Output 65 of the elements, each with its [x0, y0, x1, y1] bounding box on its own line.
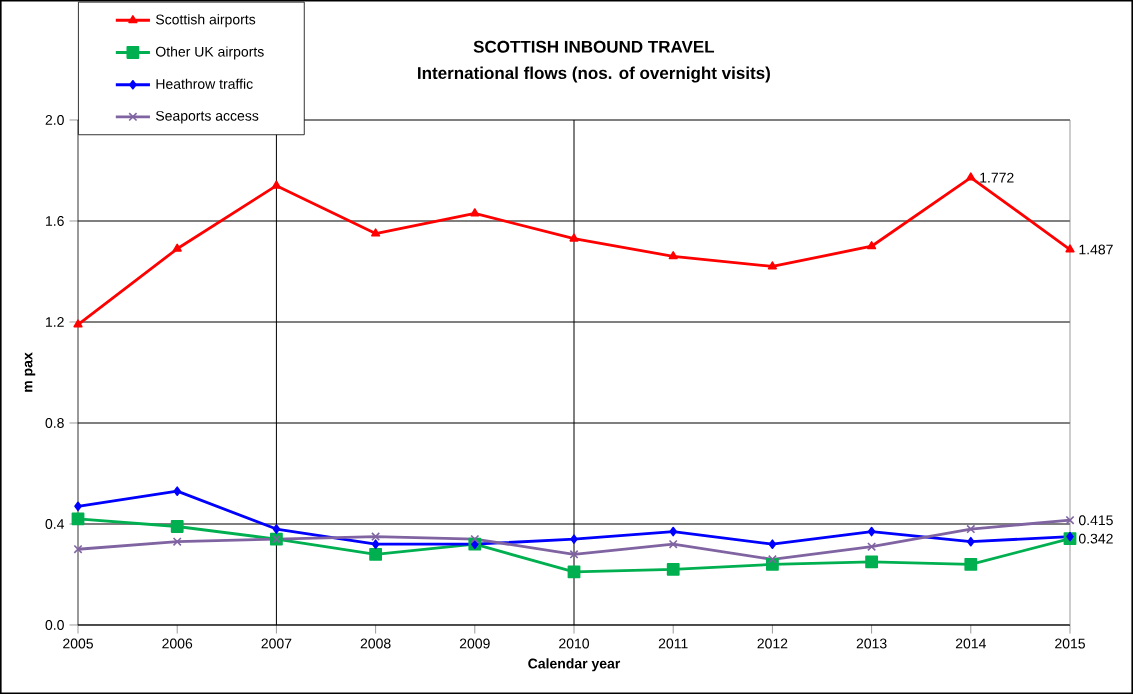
x-tick-label: 2006	[162, 638, 193, 649]
x-tick-label: 2008	[360, 638, 391, 649]
data-label: 1.487	[1079, 244, 1113, 255]
y-tick-label: 0.0	[45, 620, 64, 630]
chart-subtitle: International flows (nos. of overnight visits)	[418, 66, 770, 83]
y-tick-label: 0.8	[45, 418, 64, 428]
x-tick-label: 2013	[856, 638, 887, 649]
point	[371, 532, 381, 542]
point	[470, 534, 480, 544]
y-tick-label: 1.6	[46, 216, 64, 226]
point	[666, 563, 680, 576]
y-tick-label: 1.2	[46, 317, 64, 327]
point	[669, 526, 678, 537]
y-tick-label: 2.0	[45, 115, 64, 125]
legend-label: Heathrow traffic	[156, 78, 253, 89]
point	[173, 486, 181, 496]
point	[272, 524, 281, 534]
point	[1065, 515, 1075, 525]
x-tick-label: 2010	[559, 638, 590, 649]
point	[73, 319, 83, 328]
point	[767, 554, 777, 564]
point	[967, 536, 975, 547]
legend-label: Seaports access	[155, 110, 259, 124]
point	[569, 233, 579, 242]
point	[570, 534, 578, 544]
point	[1065, 244, 1075, 253]
y-tick-label: 0.4	[45, 519, 65, 529]
point	[668, 539, 678, 549]
x-tick-label: 2005	[63, 638, 93, 649]
data-label: 0.342	[1078, 533, 1113, 544]
point	[369, 547, 383, 561]
point	[569, 549, 579, 559]
point	[170, 520, 184, 533]
chart-title: SCOTTISH INBOUND TRAVEL	[473, 40, 715, 53]
data-label: 1.772	[980, 172, 1014, 183]
point	[767, 261, 778, 270]
point	[470, 208, 480, 217]
point	[867, 542, 877, 552]
x-tick-label: 2009	[459, 638, 490, 649]
y-axis-title: m pax	[24, 352, 36, 392]
legend-label: Scottish airports	[155, 14, 256, 28]
point	[865, 555, 879, 569]
point	[74, 501, 82, 512]
point	[867, 526, 876, 537]
point	[371, 539, 380, 549]
point	[768, 539, 777, 549]
x-tick-label: 2014	[955, 638, 986, 649]
data-label: 0.415	[1078, 515, 1113, 526]
point	[668, 251, 678, 260]
x-axis-title: Calendar year	[528, 658, 621, 672]
x-tick-label: 2015	[1055, 638, 1085, 649]
point	[271, 180, 282, 189]
point	[371, 228, 381, 237]
x-tick-label: 2012	[757, 638, 788, 649]
point	[172, 243, 182, 252]
point	[964, 557, 978, 571]
point	[867, 241, 877, 250]
point	[966, 172, 976, 181]
x-tick-label: 2011	[658, 638, 688, 649]
point	[73, 544, 83, 554]
point	[1066, 531, 1074, 542]
x-tick-label: 2007	[261, 638, 292, 649]
point	[966, 524, 976, 534]
point	[172, 537, 182, 547]
legend-label: Other UK airports	[156, 46, 264, 60]
